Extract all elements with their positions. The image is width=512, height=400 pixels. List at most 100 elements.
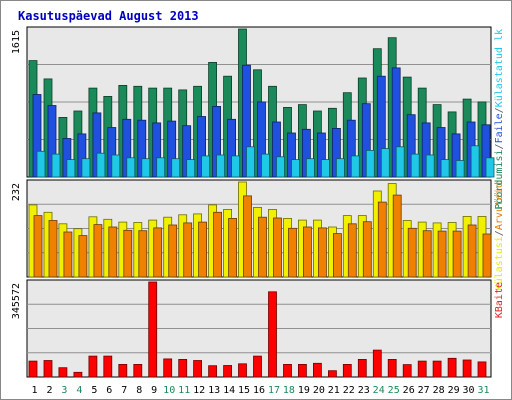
bar-arvuteid-day-7	[123, 229, 133, 278]
x-tick-label-day-15: 15	[238, 385, 250, 396]
bar-k-lastatud-lk-day-18	[291, 159, 300, 178]
x-tick-label-day-30: 30	[462, 385, 474, 396]
panel-1-y-max-label: 1615	[11, 30, 22, 54]
x-tick-label-day-16: 16	[253, 385, 265, 396]
x-tick-label-day-26: 26	[403, 385, 415, 396]
legend-item-1-2: /	[494, 143, 505, 149]
bar-kbaite-day-23	[357, 358, 367, 378]
x-tick-label-day-22: 22	[343, 385, 355, 396]
bar-k-lastatud-lk-day-25	[395, 146, 405, 178]
x-tick-label-day-12: 12	[193, 385, 205, 396]
bar-arvuteid-day-12	[198, 221, 208, 278]
x-tick-label-day-3: 3	[61, 385, 67, 396]
bar-arvuteid-day-11	[183, 222, 193, 278]
bar-k-lastatud-lk-day-12	[201, 155, 211, 178]
x-tick-label-day-9: 9	[151, 385, 157, 396]
bar-arvuteid-day-18	[288, 227, 297, 278]
bar-k-lastatud-lk-day-14	[231, 155, 241, 178]
bar-arvuteid-day-20	[317, 227, 327, 278]
bar-k-lastatud-lk-day-9	[156, 157, 166, 178]
bar-k-lastatud-lk-day-5	[96, 152, 106, 178]
x-tick-label-day-7: 7	[121, 385, 127, 396]
x-tick-label-day-20: 20	[313, 385, 325, 396]
bar-kbaite-day-20	[312, 362, 322, 378]
bar-arvuteid-day-24	[377, 201, 387, 278]
bar-arvuteid-day-6	[108, 226, 118, 278]
bar-kbaite-day-26	[402, 364, 412, 378]
bar-arvuteid-day-31	[482, 233, 492, 278]
legend-item-1-4: /	[494, 107, 505, 113]
bar-k-lastatud-lk-day-2	[51, 153, 61, 178]
bar-kbaite-day-28	[432, 360, 442, 378]
legend-item-2-1: Külastusi	[494, 236, 505, 290]
bar-arvuteid-day-30	[467, 224, 477, 278]
bar-arvuteid-day-29	[452, 230, 462, 278]
bar-k-lastatud-lk-day-23	[365, 149, 375, 178]
x-tick-label-day-17: 17	[268, 385, 280, 396]
legend-item-1-5: Külastatud lk	[494, 29, 505, 107]
x-tick-label-day-28: 28	[433, 385, 445, 396]
bar-kbaite-day-12	[193, 360, 203, 378]
bar-arvuteid-day-19	[302, 226, 312, 278]
bar-k-lastatud-lk-day-10	[171, 158, 181, 178]
bar-kbaite-day-21	[327, 370, 337, 378]
bar-k-lastatud-lk-day-8	[141, 158, 151, 178]
x-tick-label-day-29: 29	[448, 385, 460, 396]
labels: Kasutuspäevad August 20131615Pöördumisi/…	[11, 9, 505, 396]
bar-kbaite-day-9	[148, 281, 158, 378]
bar-arvuteid-day-22	[347, 223, 357, 278]
bar-kbaite-day-17	[268, 291, 277, 378]
bar-kbaite-day-8	[133, 363, 143, 378]
bar-k-lastatud-lk-day-16	[261, 153, 270, 178]
bar-kbaite-day-15	[238, 363, 247, 378]
bar-kbaite-day-11	[178, 358, 188, 378]
x-tick-label-day-8: 8	[136, 385, 142, 396]
x-tick-label-day-25: 25	[388, 385, 400, 396]
bar-arvuteid-day-1	[33, 215, 43, 278]
panel-2-y-max-label: 232	[11, 183, 22, 201]
bar-k-lastatud-lk-day-30	[470, 145, 480, 178]
bar-arvuteid-day-8	[138, 230, 148, 278]
bar-kbaite-day-4	[73, 371, 83, 378]
panel-3-y-max-label: 345572	[11, 283, 22, 319]
legend-item-2-3: Arvuteid	[494, 182, 505, 230]
bar-k-lastatud-lk-day-27	[425, 154, 435, 178]
bar-arvuteid-day-14	[228, 217, 238, 278]
bar-arvuteid-day-13	[213, 211, 223, 278]
x-tick-label-day-21: 21	[328, 385, 340, 396]
legend-item-1-3: Faile	[494, 113, 505, 143]
bar-kbaite-day-10	[163, 358, 173, 378]
bar-k-lastatud-lk-day-24	[380, 148, 390, 178]
bar-kbaite-day-16	[253, 355, 262, 378]
bar-arvuteid-day-27	[422, 230, 432, 278]
bar-kbaite-day-6	[103, 355, 113, 378]
x-tick-label-day-4: 4	[76, 385, 82, 396]
bar-kbaite-day-30	[462, 359, 472, 378]
bar-k-lastatud-lk-day-22	[350, 155, 360, 178]
x-tick-label-day-24: 24	[373, 385, 385, 396]
bar-kbaite-day-7	[118, 363, 128, 378]
panel-1-legend: Pöördumisi/Faile/Külastatud lk	[494, 29, 505, 210]
bar-k-lastatud-lk-day-31	[485, 157, 495, 178]
bar-arvuteid-day-15	[243, 195, 252, 278]
bar-kbaite-day-29	[447, 357, 457, 378]
bar-arvuteid-day-26	[407, 227, 417, 278]
bar-kbaite-day-31	[477, 361, 487, 378]
x-tick-label-day-27: 27	[418, 385, 430, 396]
bar-kbaite-day-1	[28, 360, 38, 378]
bar-arvuteid-day-28	[437, 230, 447, 278]
bar-arvuteid-day-17	[273, 217, 282, 278]
bar-arvuteid-day-3	[63, 231, 73, 278]
bar-k-lastatud-lk-day-1	[36, 150, 46, 178]
bar-k-lastatud-lk-day-29	[455, 160, 465, 178]
bars	[28, 28, 495, 378]
bar-k-lastatud-lk-day-15	[246, 146, 255, 178]
x-tick-label-day-13: 13	[208, 385, 220, 396]
bar-kbaite-day-24	[372, 349, 382, 378]
x-tick-label-day-2: 2	[46, 385, 52, 396]
bar-arvuteid-day-10	[168, 224, 178, 278]
bar-kbaite-day-27	[417, 360, 427, 378]
bar-k-lastatud-lk-day-13	[216, 154, 226, 178]
